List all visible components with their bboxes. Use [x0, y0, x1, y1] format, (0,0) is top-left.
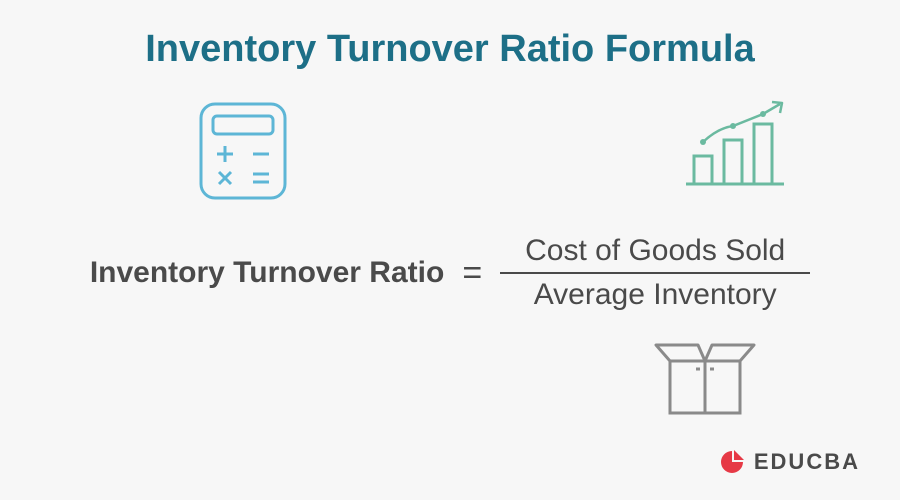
calculator-icon [195, 98, 291, 209]
equals-sign: = [462, 254, 482, 293]
growth-chart-icon [680, 100, 790, 195]
denominator: Average Inventory [526, 274, 785, 316]
brand-logo: EDUCBA [718, 448, 860, 476]
logo-text: EDUCBA [754, 449, 860, 475]
numerator: Cost of Goods Sold [517, 230, 793, 272]
open-box-icon [650, 335, 760, 426]
page-title: Inventory Turnover Ratio Formula [0, 0, 900, 71]
logo-mark-icon [718, 448, 746, 476]
formula-lhs: Inventory Turnover Ratio [90, 256, 445, 290]
formula-fraction: Cost of Goods Sold Average Inventory [500, 230, 810, 316]
formula-row: Inventory Turnover Ratio = Cost of Goods… [0, 230, 900, 316]
